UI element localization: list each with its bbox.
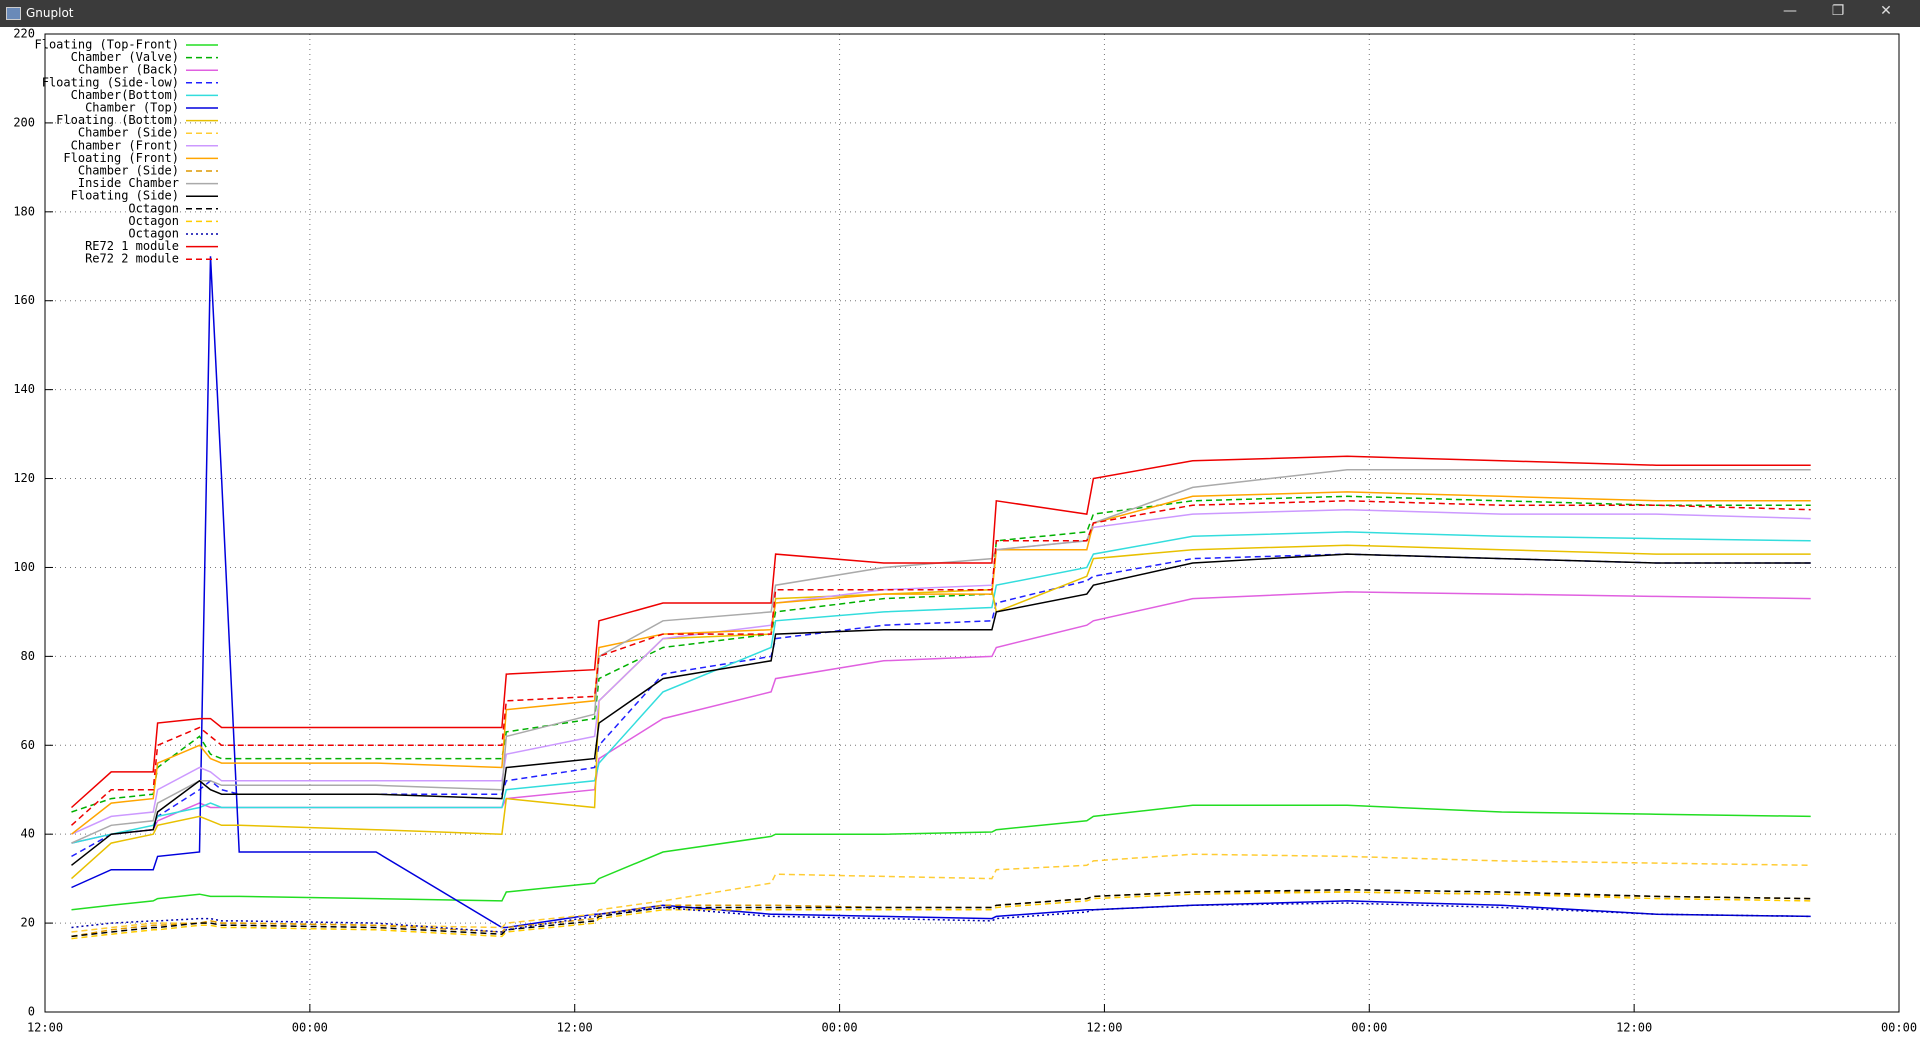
x-tick-label: 00:00: [292, 1021, 328, 1035]
series-line: [71, 891, 1811, 940]
chart: 0 20 40 60 80 100 120 140 160 180 200 220 12:00 00:00…: [13, 27, 1917, 1035]
series-line: [71, 531, 1811, 844]
x-tick-label: 12:00: [1086, 1021, 1122, 1035]
legend-label: Chamber (Side): [78, 164, 179, 178]
legend-label: Octagon: [128, 214, 179, 228]
x-tick-label: 00:00: [1351, 1021, 1387, 1035]
y-tick-label: 120: [13, 471, 35, 485]
series-line: [71, 804, 1811, 911]
y-tick-label: 200: [13, 115, 35, 129]
y-tick-label: 20: [21, 916, 35, 930]
series-line: [70, 455, 1811, 809]
legend-label: Inside Chamber: [78, 176, 179, 190]
legend-label: Floating (Bottom): [56, 113, 179, 127]
y-tick-label: 100: [13, 560, 35, 574]
legend-label: Floating (Side-low): [42, 75, 179, 89]
legend-label: Re72 2 module: [85, 252, 179, 266]
legend-label: Octagon: [128, 227, 179, 241]
minimize-button[interactable]: —: [1783, 3, 1797, 19]
legend-label: Chamber (Valve): [71, 50, 179, 64]
y-tick-label: 40: [21, 827, 35, 841]
series-line: [71, 508, 1811, 835]
x-tick-label: 12:00: [557, 1021, 593, 1035]
series-line: [71, 495, 1811, 813]
x-tick-label: 00:00: [822, 1021, 858, 1035]
y-tick-label: 60: [21, 738, 35, 752]
series-line: [71, 468, 1811, 844]
title-bar: Gnuplot — ❐ ✕: [0, 0, 1920, 27]
close-button[interactable]: ✕: [1880, 3, 1892, 19]
series-line: [71, 553, 1811, 858]
app-icon: [6, 7, 21, 20]
x-tick-label: 00:00: [1881, 1021, 1917, 1035]
legend-label: Chamber (Front): [71, 138, 179, 152]
legend-label: Octagon: [128, 201, 179, 215]
legend-label: RE72 1 module: [85, 239, 179, 253]
series-line: [71, 889, 1811, 938]
restore-button[interactable]: ❐: [1831, 3, 1845, 19]
y-tick-label: 80: [21, 649, 35, 663]
legend-label: Chamber (Side): [78, 126, 179, 140]
x-tick-label: 12:00: [27, 1021, 63, 1035]
y-tick-label: 160: [13, 293, 35, 307]
series-line: [70, 500, 1811, 826]
series-line: [71, 902, 1811, 933]
x-tick-label: 12:00: [1616, 1021, 1652, 1035]
legend-label: Floating (Top-Front): [35, 38, 180, 52]
legend-label: Chamber (Back): [78, 63, 179, 77]
legend-label: Chamber(Bottom): [71, 88, 179, 102]
y-tick-label: 140: [13, 382, 35, 396]
window-title: Gnuplot: [26, 6, 74, 20]
legend-label: Floating (Side): [71, 189, 179, 203]
series-line: [71, 491, 1811, 835]
legend-label: Chamber (Top): [85, 101, 179, 115]
series-line: [71, 553, 1811, 866]
y-tick-label: 0: [28, 1005, 35, 1019]
y-tick-label: 180: [13, 204, 35, 218]
plot-border: [44, 33, 1900, 1013]
y-tick-label: 220: [13, 27, 35, 41]
series-line: [71, 591, 1811, 844]
window-controls: — ❐ ✕: [1766, 3, 1910, 19]
legend-label: Floating (Front): [63, 151, 179, 165]
